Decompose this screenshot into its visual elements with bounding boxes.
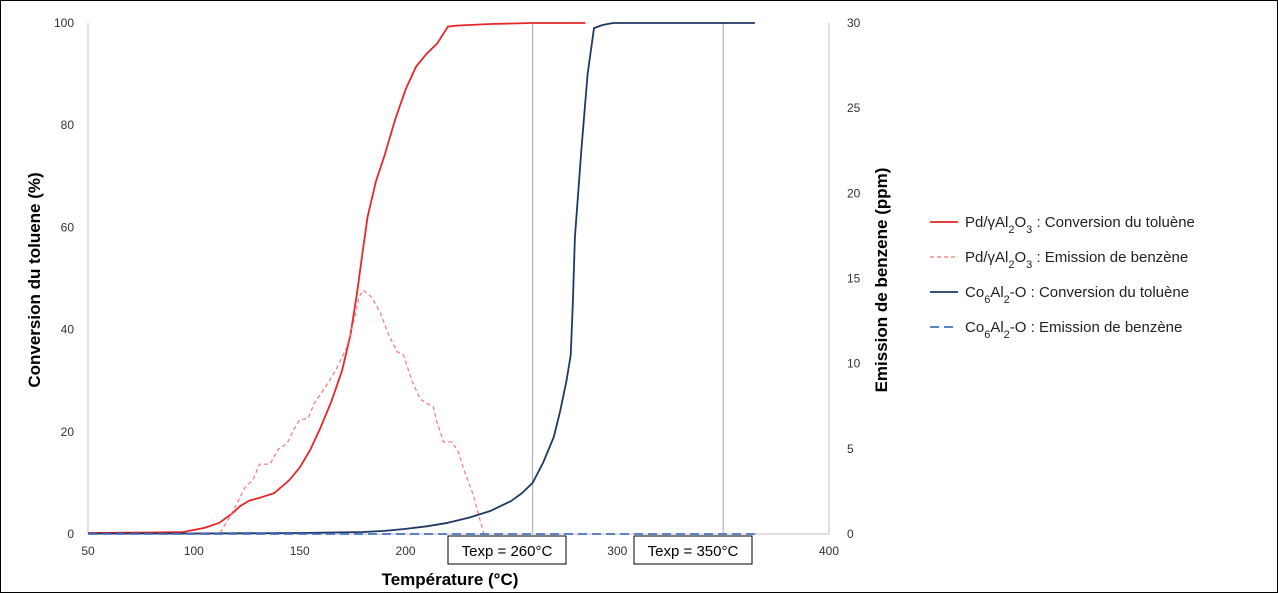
y-left-tick-labels: 0 20 40 60 80 100 — [54, 16, 74, 541]
y-right-tick-label: 20 — [847, 186, 861, 200]
legend-text-part: O — [1014, 214, 1026, 231]
legend-text-part: 3 — [1026, 259, 1032, 271]
legend: Pd/γAl2O3 : Conversion du toluènePd/γAl2… — [930, 214, 1195, 341]
x-axis-title: Température (°C) — [382, 570, 519, 589]
series-layer — [87, 22, 755, 535]
y-left-tick-label: 40 — [61, 323, 75, 337]
x-tick-label: 150 — [290, 544, 310, 558]
legend-text-part: Pd/γAl — [965, 214, 1008, 231]
legend-text-part: 6 — [984, 329, 990, 341]
y-left-axis-title: Conversion du toluene (%) — [25, 172, 44, 387]
legend-text-part: 2 — [1008, 259, 1014, 271]
legend-text-part: Al — [990, 319, 1003, 336]
y-left-tick-label: 20 — [61, 425, 75, 439]
annotation-box — [447, 535, 567, 565]
y-right-tick-label: 5 — [847, 442, 854, 456]
annotation-label: Texp = 350°C — [648, 543, 739, 560]
legend-text-part: 6 — [984, 294, 990, 306]
legend-text-part: -O : Emission de benzène — [1010, 319, 1183, 336]
y-right-tick-label: 15 — [847, 272, 861, 286]
y-left-tick-label: 80 — [61, 118, 75, 132]
legend-text-part: 2 — [1008, 224, 1014, 236]
x-tick-label: 200 — [396, 544, 416, 558]
annotation-label: Texp = 260°C — [462, 543, 553, 560]
legend-text-part: : Emission de benzène — [1032, 249, 1188, 266]
axes — [87, 23, 830, 535]
y-right-tick-labels: 0 5 10 15 20 25 30 — [847, 16, 861, 541]
y-right-tick-label: 0 — [847, 527, 854, 541]
legend-text-part: Al — [990, 284, 1003, 301]
legend-text-part: 2 — [1004, 294, 1010, 306]
legend-text-part: -O : Conversion du toluène — [1010, 284, 1189, 301]
legend-text-part: 3 — [1026, 224, 1032, 236]
x-tick-label: 300 — [607, 544, 627, 558]
x-tick-label: 400 — [819, 544, 839, 558]
y-right-tick-label: 25 — [847, 101, 861, 115]
legend-text-part: 2 — [1004, 329, 1010, 341]
series-line-pd_emis — [88, 289, 485, 535]
legend-text-part: Co — [965, 284, 984, 301]
y-left-tick-label: 0 — [67, 527, 74, 541]
legend-entry-pd_conv: Pd/γAl2O3 : Conversion du toluène — [965, 214, 1195, 236]
legend-entry-co_emis: Co6Al2-O : Emission de benzène — [965, 319, 1182, 341]
x-tick-label: 50 — [81, 544, 95, 558]
y-right-axis-title: Emission de benzene (ppm) — [872, 168, 891, 393]
y-left-tick-label: 100 — [54, 16, 74, 30]
annotations: Texp = 260°C Texp = 350°C — [447, 535, 753, 565]
legend-text-part: Pd/γAl — [965, 249, 1008, 266]
series-line-co_conv — [88, 22, 755, 535]
legend-entry-pd_emis: Pd/γAl2O3 : Emission de benzène — [965, 249, 1188, 271]
legend-text-part: O — [1014, 249, 1026, 266]
legend-text-part: Co — [965, 319, 984, 336]
y-right-tick-label: 10 — [847, 357, 861, 371]
x-tick-label: 100 — [184, 544, 204, 558]
y-right-tick-label: 30 — [847, 16, 861, 30]
reference-lines — [532, 23, 724, 534]
series-line-pd_conv — [87, 22, 586, 534]
legend-text-part: : Conversion du toluène — [1032, 214, 1195, 231]
y-left-tick-label: 60 — [61, 220, 75, 234]
legend-entry-co_conv: Co6Al2-O : Conversion du toluène — [965, 284, 1189, 306]
annotation-box — [633, 535, 753, 565]
